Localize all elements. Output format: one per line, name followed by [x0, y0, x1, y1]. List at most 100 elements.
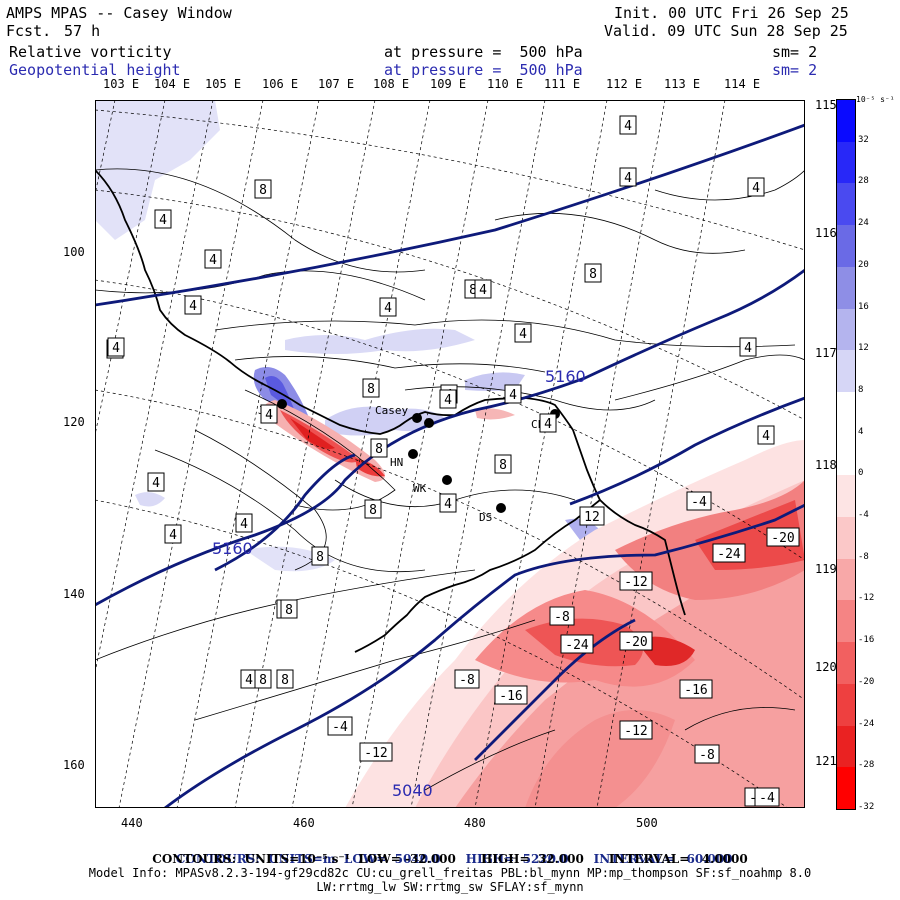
vort-label-41: -20	[619, 631, 653, 651]
svg-text:-20: -20	[624, 635, 647, 650]
lon-label-3: 105 E	[205, 77, 242, 91]
station-dot-jf	[277, 399, 287, 409]
lon-label-12: 114 E	[724, 77, 761, 91]
vort-label-46: -12	[359, 742, 393, 762]
map-panel: Casey CP HN WK DS JF 5160 5160 5040 4448…	[95, 100, 805, 808]
svg-text:4: 4	[752, 181, 760, 196]
station-dot-hn	[408, 449, 418, 459]
colorbar-tick-10: -4	[858, 510, 869, 521]
y-tick-160: 160	[63, 758, 85, 772]
colorbar	[836, 99, 856, 810]
map-frame	[95, 100, 805, 808]
svg-text:8: 8	[469, 283, 477, 298]
vort-label-21: 8	[364, 499, 382, 519]
colorbar-swatch-2	[837, 141, 855, 184]
colorbar-swatch-9	[837, 433, 855, 476]
lon-line-5	[176, 100, 320, 808]
vort-label-30: 4	[504, 384, 522, 404]
svg-text:4: 4	[444, 497, 452, 512]
lon-line-3	[95, 100, 214, 674]
footer-model-info: Model Info: MPASv8.2.3-194-gf29cd82c CU:…	[88, 866, 812, 880]
footer-physics-info: LW:rrtmg_lw SW:rrtmg_sw SFLAY:sf_mynn	[316, 880, 584, 894]
x-tick-440: 440	[121, 816, 143, 830]
height-label-1: 5160	[545, 367, 586, 386]
vort-label-18: 4	[260, 404, 278, 424]
station-label-casey: Casey	[375, 404, 408, 417]
colorbar-swatch-8	[837, 391, 855, 434]
field1-name: Relative vorticity	[9, 43, 172, 61]
colorbar-tick-3: 24	[858, 218, 869, 229]
init-time: Init. 00 UTC Fri 26 Sep 25	[614, 4, 849, 22]
vort-label-4: 8	[254, 179, 272, 199]
svg-text:-4: -4	[332, 720, 348, 735]
svg-text:4: 4	[152, 476, 160, 491]
lon-label-10: 112 E	[606, 77, 643, 91]
footer-height-interval: INTERVAL= 60.000	[593, 852, 733, 866]
vort-label-6: 4	[204, 249, 222, 269]
vort-label-24: 4	[235, 513, 253, 533]
lon-line-6	[234, 100, 376, 808]
svg-text:4: 4	[509, 388, 517, 403]
footer-height-contours: CONTOURS: UNITS=m LOW= 5040.0 HIGH= 5220…	[0, 838, 900, 866]
svg-text:4: 4	[519, 327, 527, 342]
forecast-value: 57 h	[64, 22, 101, 40]
valid-time: Valid. 09 UTC Sun 28 Sep 25	[604, 22, 848, 40]
field1-smoothing: sm= 2	[772, 43, 818, 61]
station-dot-wk	[442, 475, 452, 485]
height-label-2: 5160	[212, 539, 253, 558]
svg-text:-16: -16	[499, 689, 522, 704]
lon-label-7: 109 E	[430, 77, 467, 91]
svg-text:4: 4	[189, 299, 197, 314]
vorticity-labels: 4448444488444448448884844844448844-4-20-…	[106, 115, 800, 807]
svg-text:-24: -24	[565, 638, 589, 653]
svg-text:-4: -4	[759, 791, 775, 806]
vort-label-35: -4	[686, 491, 712, 511]
vort-label-19: 8	[370, 438, 388, 458]
colorbar-tick-2: 28	[858, 176, 869, 187]
colorbar-swatch-5	[837, 266, 855, 309]
lon-line-4	[118, 100, 264, 808]
vort-label-13: 4	[739, 337, 757, 357]
vort-label-34: 4	[439, 389, 457, 409]
height-labels: 5160 5160 5040	[212, 367, 586, 800]
colorbar-tick-6: 12	[858, 343, 869, 354]
lon-label-4: 106 E	[262, 77, 299, 91]
svg-text:8: 8	[499, 458, 507, 473]
svg-text:4: 4	[624, 119, 632, 134]
colorbar-tick-9: 0	[858, 468, 864, 479]
station-labels: Casey CP HN WK DS JF	[258, 404, 545, 524]
vort-label-44: -16	[679, 679, 713, 699]
vort-label-26: 8	[276, 669, 294, 689]
svg-text:8: 8	[367, 382, 375, 397]
svg-text:8: 8	[281, 673, 289, 688]
svg-text:8: 8	[369, 503, 377, 518]
x-tick-460: 460	[293, 816, 315, 830]
colorbar-tick-13: -16	[858, 635, 875, 646]
station-dot-casey	[412, 413, 422, 423]
colorbar-swatch-16	[837, 725, 855, 768]
vort-label-3: 4	[747, 177, 765, 197]
vort-label-5: 4	[154, 209, 172, 229]
footer-height-low: LOW= 5040.0	[343, 852, 441, 866]
colorbar-unit: 10⁻⁵ s⁻¹	[856, 95, 895, 104]
colorbar-tick-16: -28	[858, 760, 875, 771]
vort-label-2: 4	[619, 167, 637, 187]
height-contours	[95, 123, 805, 808]
footer-height-units: UNITS=m	[268, 852, 336, 866]
colorbar-swatch-3	[837, 183, 855, 226]
height-label-3: 5040	[392, 781, 433, 800]
colorbar-swatch-6	[837, 308, 855, 351]
svg-text:4: 4	[169, 528, 177, 543]
vort-label-12: 4	[514, 323, 532, 343]
vort-label-48: -4	[327, 716, 353, 736]
svg-text:-12: -12	[364, 746, 387, 761]
vort-label-37: -24	[712, 543, 746, 563]
svg-text:8: 8	[375, 442, 383, 457]
station-dot-casey-2	[424, 418, 434, 428]
svg-text:4: 4	[479, 283, 487, 298]
field2-smoothing: sm= 2	[772, 61, 818, 79]
vort-label-47: -8	[694, 744, 720, 764]
station-dot-ds	[496, 503, 506, 513]
vort-label-52: 4	[474, 279, 492, 299]
colorbar-tick-14: -20	[858, 676, 875, 687]
